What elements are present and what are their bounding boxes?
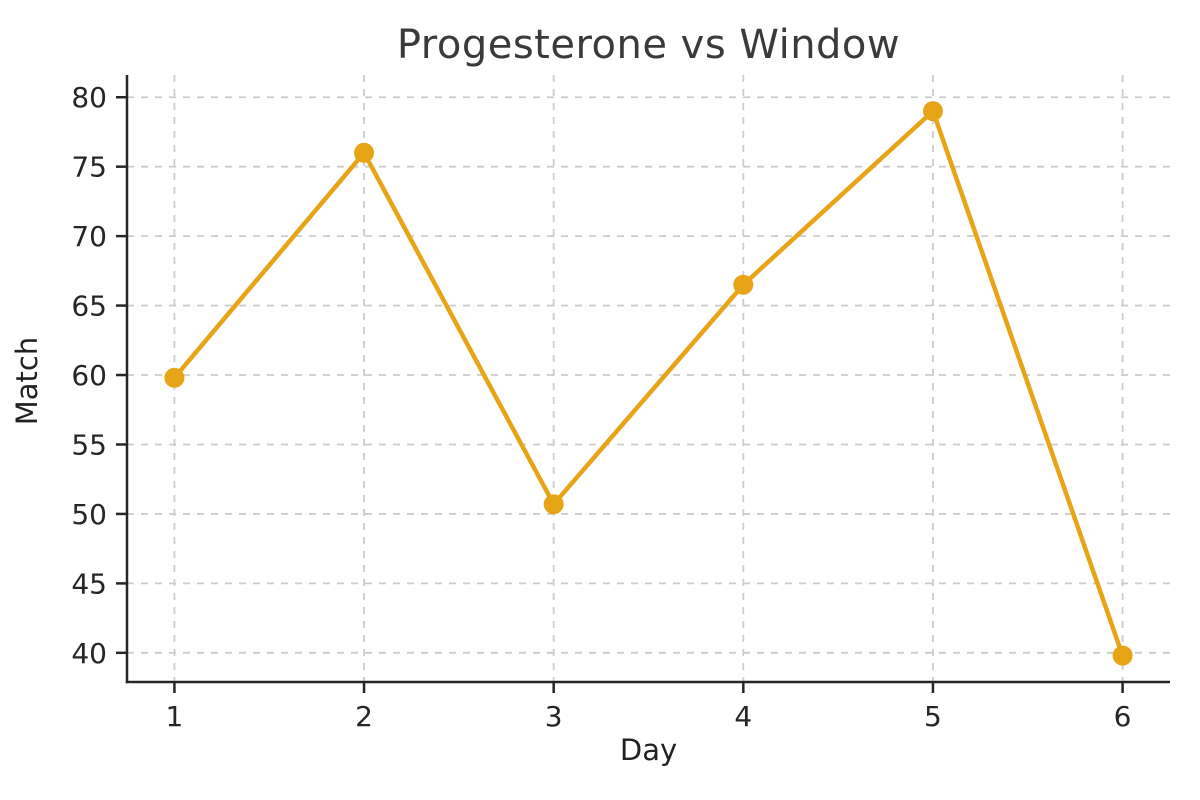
y-tick-label: 80 xyxy=(71,81,107,114)
x-tick-label: 6 xyxy=(1114,700,1132,733)
y-tick-label: 45 xyxy=(71,567,107,600)
x-axis-label: Day xyxy=(619,733,678,767)
y-axis-label: Match xyxy=(10,336,44,426)
y-tick-label: 55 xyxy=(71,428,107,461)
x-tick-label: 4 xyxy=(734,700,752,733)
y-tick-label: 40 xyxy=(71,637,107,670)
y-tick-label: 70 xyxy=(71,220,107,253)
x-tick-label: 1 xyxy=(165,700,183,733)
data-point-marker xyxy=(543,494,564,515)
data-point-marker xyxy=(354,142,375,163)
x-tick-label: 2 xyxy=(355,700,373,733)
data-line-match xyxy=(172,108,1125,658)
chart-title: Progesterone vs Window xyxy=(396,22,901,68)
y-tick-label: 75 xyxy=(71,151,107,184)
data-point-marker xyxy=(733,274,754,295)
data-point-marker xyxy=(164,367,185,388)
x-tick-label: 3 xyxy=(545,700,563,733)
y-tick-label: 60 xyxy=(71,359,107,392)
data-point-marker xyxy=(1112,645,1133,666)
data-point-marker xyxy=(922,101,943,122)
x-tick-label: 5 xyxy=(924,700,942,733)
y-tick-label: 50 xyxy=(71,498,107,531)
y-tick-label: 65 xyxy=(71,290,107,323)
